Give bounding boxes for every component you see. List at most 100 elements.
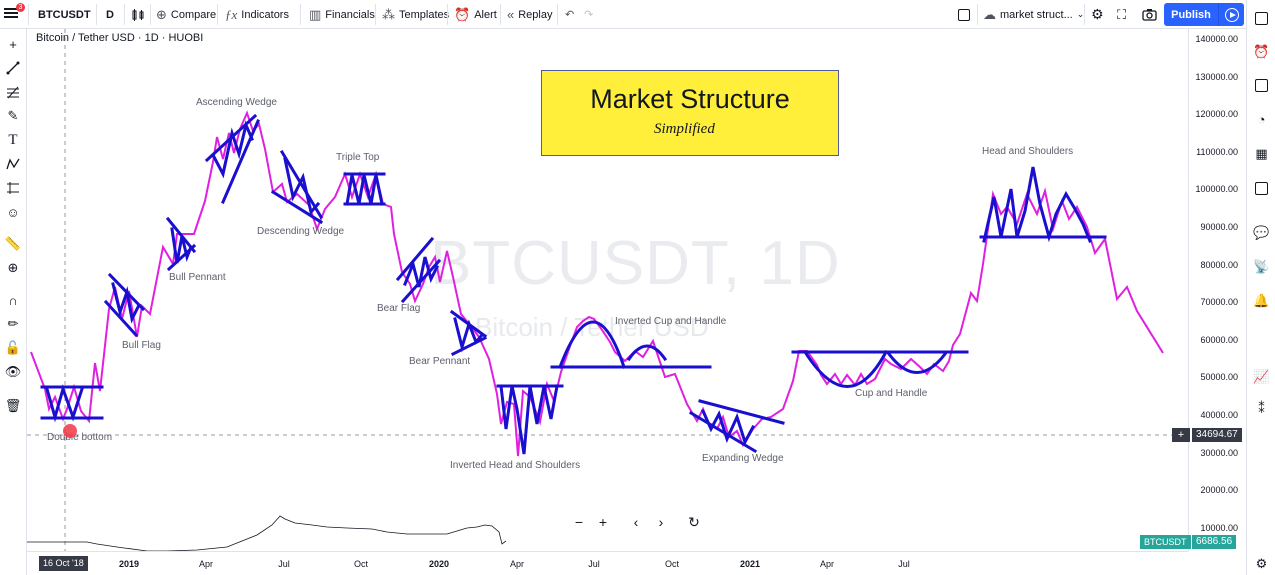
lock-drawings-tool[interactable]: 🔓 bbox=[4, 339, 22, 357]
price-axis[interactable]: 140000.00 130000.00 120000.00 110000.00 1000… bbox=[1188, 29, 1246, 551]
brush-tool[interactable]: ✎ bbox=[4, 107, 22, 125]
bear-flag-zigzag[interactable] bbox=[403, 256, 440, 288]
reset-chart-button[interactable]: ↻ bbox=[684, 512, 704, 532]
chart-canvas[interactable] bbox=[27, 29, 1188, 551]
scroll-left-button[interactable]: ‹ bbox=[626, 512, 646, 532]
descending-wedge-lower[interactable] bbox=[270, 189, 324, 225]
indicators-button[interactable]: ƒx Indicators bbox=[225, 0, 289, 29]
hide-drawings-tool[interactable]: 👁 bbox=[4, 363, 22, 381]
publish-button[interactable]: Publish bbox=[1164, 3, 1218, 26]
ascending-wedge-zigzag[interactable] bbox=[210, 120, 254, 179]
notifications-button[interactable]: 🔔 bbox=[1253, 292, 1270, 309]
candles-style-button[interactable] bbox=[131, 0, 145, 29]
inverted-cup-arc[interactable] bbox=[558, 320, 626, 369]
ideas-button[interactable] bbox=[1253, 180, 1270, 197]
crosshair-tool[interactable]: + bbox=[4, 35, 22, 53]
ascending-wedge-lower[interactable] bbox=[221, 119, 260, 204]
cup-handle-cup[interactable] bbox=[802, 349, 889, 388]
zoom-tool[interactable]: ⊕ bbox=[4, 259, 22, 277]
bull-flag-lower[interactable] bbox=[103, 299, 139, 338]
symbol-search-button[interactable]: BTCUSDT bbox=[38, 8, 91, 21]
cup-handle-handle[interactable] bbox=[886, 351, 948, 374]
bull-flag-zigzag[interactable] bbox=[111, 282, 142, 324]
undo-button[interactable]: ↶ bbox=[565, 0, 574, 29]
templates-button[interactable]: ⁂ Templates bbox=[382, 0, 449, 29]
bear-pennant-zigzag[interactable] bbox=[453, 317, 485, 353]
inverted-hs-zigzag[interactable] bbox=[499, 384, 559, 455]
icons-tool[interactable]: ☺ bbox=[4, 203, 22, 221]
compare-button[interactable]: ⊕ Compare bbox=[156, 0, 216, 29]
stay-drawing-tool[interactable]: ✏ bbox=[4, 315, 22, 333]
chats-button[interactable]: 💬 bbox=[1253, 224, 1270, 241]
pattern-tool[interactable] bbox=[4, 155, 22, 173]
prediction-tool[interactable] bbox=[4, 179, 22, 197]
label-cup-handle[interactable]: Cup and Handle bbox=[855, 388, 928, 399]
redo-button[interactable]: ↷ bbox=[584, 0, 593, 29]
add-alert-plus-icon[interactable]: + bbox=[1172, 428, 1190, 442]
label-head-shoulders[interactable]: Head and Shoulders bbox=[982, 146, 1074, 157]
scroll-right-button[interactable]: › bbox=[651, 512, 671, 532]
fullscreen-button[interactable]: ⛶ bbox=[1117, 0, 1126, 29]
trend-line-tool[interactable] bbox=[4, 59, 22, 77]
financials-button[interactable]: ▥ Financials bbox=[309, 0, 375, 29]
measure-tool[interactable]: 📏 bbox=[4, 235, 22, 253]
label-descending-wedge[interactable]: Descending Wedge bbox=[257, 226, 345, 237]
remove-drawings-tool[interactable]: 🗑 bbox=[4, 397, 22, 415]
interval-button[interactable]: D bbox=[106, 8, 114, 21]
settings-button[interactable]: ⚙ bbox=[1091, 0, 1104, 29]
head-shoulders-zigzag[interactable] bbox=[982, 166, 1092, 243]
price-tick-label: 120000.00 bbox=[1195, 109, 1238, 120]
text-tool[interactable]: T bbox=[4, 131, 22, 149]
double-bottom-zigzag[interactable] bbox=[45, 384, 84, 423]
zoom-in-button[interactable]: + bbox=[593, 512, 613, 532]
order-panel-button[interactable]: 📈 bbox=[1253, 368, 1270, 385]
publish-options-button[interactable] bbox=[1218, 3, 1244, 26]
title-annotation-box[interactable]: Market Structure Simplified bbox=[541, 70, 839, 156]
label-bear-flag[interactable]: Bear Flag bbox=[377, 303, 421, 314]
zoom-out-button[interactable]: − bbox=[569, 512, 589, 532]
magnet-tool[interactable]: ∩ bbox=[4, 291, 22, 309]
alert-button[interactable]: ⏰ Alert bbox=[454, 0, 497, 29]
label-double-bottom[interactable]: Double bottom bbox=[47, 432, 113, 443]
label-bull-pennant[interactable]: Bull Pennant bbox=[169, 272, 226, 283]
watchlist-button[interactable] bbox=[1253, 10, 1270, 27]
streams-button[interactable]: 📡 bbox=[1253, 258, 1270, 275]
fib-tool[interactable] bbox=[4, 83, 22, 101]
bear-pennant-lower[interactable] bbox=[450, 335, 488, 357]
hotlist-button[interactable]: ◔ bbox=[1253, 111, 1270, 128]
label-bull-flag[interactable]: Bull Flag bbox=[122, 340, 161, 351]
bull-pennant-upper[interactable] bbox=[165, 216, 197, 254]
alerts-button[interactable]: ⏰ bbox=[1253, 43, 1270, 60]
replay-button[interactable]: «Replay bbox=[507, 0, 552, 29]
expanding-wedge-upper[interactable] bbox=[698, 399, 785, 425]
dom-button[interactable]: ⁑ bbox=[1253, 400, 1270, 417]
label-triple-top[interactable]: Triple Top bbox=[336, 152, 380, 163]
divider bbox=[375, 4, 376, 25]
calendar-button[interactable]: ▦ bbox=[1253, 145, 1270, 162]
label-inverted-head-shoulders[interactable]: Inverted Head and Shoulders bbox=[450, 460, 581, 471]
fullscreen-select-button[interactable] bbox=[958, 0, 970, 29]
bottom-settings-button[interactable]: ⚙ bbox=[1253, 555, 1270, 572]
triple-top-zigzag[interactable] bbox=[345, 174, 384, 206]
menu-icon[interactable] bbox=[4, 6, 18, 20]
label-inverted-cup-handle[interactable]: Inverted Cup and Handle bbox=[615, 316, 727, 327]
label-bear-pennant[interactable]: Bear Pennant bbox=[409, 356, 471, 367]
pattern-drawings[interactable] bbox=[40, 113, 1107, 455]
snapshot-button[interactable] bbox=[1142, 0, 1157, 29]
rewind-icon: « bbox=[507, 7, 515, 22]
descending-wedge-zigzag[interactable] bbox=[283, 157, 321, 216]
zoom-in-icon: ⊕ bbox=[7, 260, 19, 275]
bear-flag-upper[interactable] bbox=[395, 236, 435, 282]
label-expanding-wedge[interactable]: Expanding Wedge bbox=[702, 453, 784, 464]
data-window-button[interactable] bbox=[1253, 77, 1270, 94]
time-axis[interactable]: 16 Oct '18 2019 Apr Jul Oct 2020 Apr Jul Oct 202… bbox=[27, 551, 1188, 575]
bull-pennant-zigzag[interactable] bbox=[170, 227, 193, 264]
trash-icon: 🗑 bbox=[4, 398, 22, 413]
inverted-cup-handle[interactable] bbox=[626, 344, 668, 362]
expanding-wedge-zigzag[interactable] bbox=[701, 409, 756, 446]
candles-icon bbox=[132, 8, 144, 21]
layout-menu-button[interactable]: ☁ market struct... ⌄ bbox=[983, 0, 1084, 29]
minus-icon: − bbox=[574, 514, 584, 530]
label-ascending-wedge[interactable]: Ascending Wedge bbox=[196, 97, 277, 108]
divider bbox=[150, 4, 151, 25]
